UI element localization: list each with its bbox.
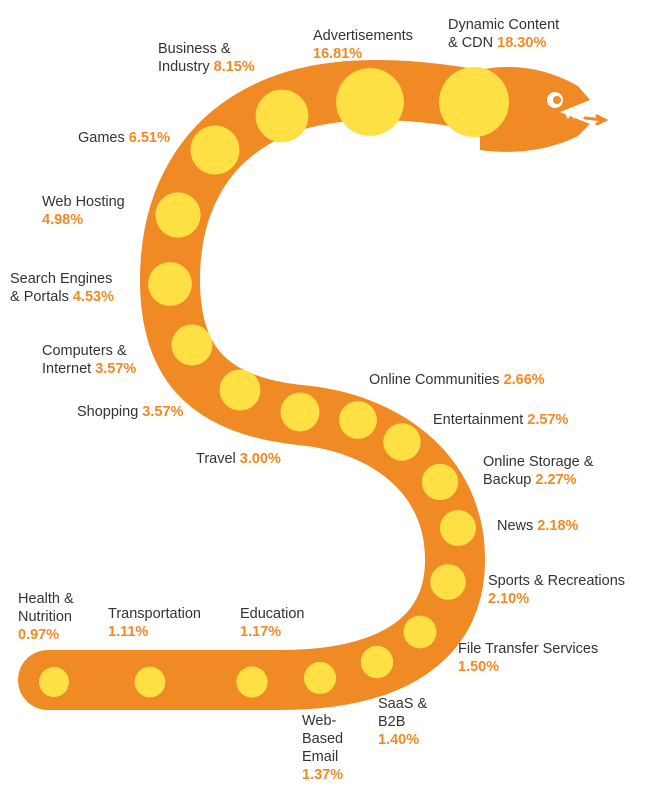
- label-value: 1.11%: [108, 624, 149, 640]
- bubble-shopping: [219, 369, 261, 411]
- snake-teeth: [564, 108, 578, 120]
- label-line: Entertainment 2.57%: [433, 412, 569, 428]
- label-value: 6.51%: [124, 130, 170, 146]
- label-web-based-email: Web- Based Email 1.37%: [302, 712, 343, 784]
- label-transportation: Transportation 1.11%: [108, 605, 201, 641]
- bubble-education: [236, 666, 268, 698]
- label-dynamic-content-cdn: Dynamic Content & CDN 18.30%: [448, 16, 559, 52]
- label-value: 1.37%: [302, 767, 344, 783]
- label-computers-internet: Computers & Internet 3.57%: [42, 342, 136, 378]
- bubble-online-storage-backup: [421, 463, 459, 501]
- label-line: Education: [240, 606, 305, 622]
- label-line: Advertisements: [313, 28, 413, 44]
- label-line: Sports & Recreations: [488, 573, 626, 589]
- snake-head: [480, 66, 590, 152]
- label-line: Email: [302, 749, 339, 765]
- label-line: & CDN 18.30%: [448, 35, 547, 51]
- label-value: 2.10%: [488, 591, 530, 607]
- label-line: Nutrition: [18, 609, 72, 625]
- label-line: Online Storage &: [483, 454, 594, 470]
- label-file-transfer-services: File Transfer Services 1.50%: [458, 640, 598, 676]
- label-search-engines-portals: Search Engines & Portals 4.53%: [10, 270, 114, 306]
- label-value: 16.81%: [313, 46, 363, 62]
- label-line: Internet 3.57%: [42, 361, 137, 377]
- label-line: Web Hosting: [42, 194, 125, 210]
- label-line: B2B: [378, 714, 406, 730]
- bubble-advertisements: [336, 68, 404, 136]
- label-value: 2.27%: [531, 472, 577, 488]
- bubble-games: [190, 125, 240, 175]
- bubble-business-industry: [255, 89, 309, 143]
- bubble-news: [440, 510, 476, 546]
- label-business-industry: Business & Industry 8.15%: [158, 40, 255, 76]
- label-value: 18.30%: [493, 35, 547, 51]
- label-line: Industry 8.15%: [158, 59, 255, 75]
- bubble-sports-recreations: [430, 564, 466, 600]
- label-value: 2.18%: [533, 518, 579, 534]
- label-value: 2.66%: [499, 372, 545, 388]
- label-line: Games 6.51%: [78, 130, 170, 146]
- label-line: Shopping 3.57%: [77, 404, 184, 420]
- label-value: 1.50%: [458, 659, 500, 675]
- label-education: Education 1.17%: [240, 605, 305, 641]
- bubble-health-nutrition: [39, 667, 69, 697]
- bubble-online-communities: [339, 401, 377, 439]
- label-sports-recreations: Sports & Recreations 2.10%: [488, 572, 625, 608]
- label-value: 1.17%: [240, 624, 282, 640]
- label-advertisements: Advertisements 16.81%: [313, 27, 413, 63]
- label-value: 8.15%: [209, 59, 255, 75]
- label-line: SaaS &: [378, 696, 428, 712]
- bubble-search-engines-portals: [148, 262, 192, 306]
- label-value: 3.00%: [235, 451, 281, 467]
- label-entertainment: Entertainment 2.57%: [433, 411, 568, 429]
- label-line: Online Communities 2.66%: [369, 372, 545, 388]
- label-line: Search Engines: [10, 271, 113, 287]
- label-value: 3.57%: [91, 361, 137, 377]
- label-value: 4.53%: [68, 289, 114, 305]
- bubble-travel: [280, 392, 320, 432]
- label-line: Computers &: [42, 343, 127, 359]
- value-bubbles: [39, 67, 509, 698]
- label-value: 1.40%: [378, 732, 420, 748]
- label-web-hosting: Web Hosting 4.98%: [42, 193, 125, 229]
- label-value: 0.97%: [18, 627, 60, 643]
- label-line: Travel 3.00%: [196, 451, 281, 467]
- label-saas-b2b: SaaS & B2B 1.40%: [378, 695, 427, 749]
- label-news: News 2.18%: [497, 517, 578, 535]
- label-line: File Transfer Services: [458, 641, 599, 657]
- label-value: 2.57%: [523, 412, 569, 428]
- label-line: Backup 2.27%: [483, 472, 577, 488]
- label-value: 4.98%: [42, 212, 84, 228]
- bubble-web-based-email: [303, 661, 337, 695]
- label-line: Web-: [302, 713, 337, 729]
- bubble-transportation: [134, 666, 166, 698]
- label-health-nutrition: Health & Nutrition 0.97%: [18, 590, 74, 644]
- bubble-file-transfer-services: [403, 615, 437, 649]
- label-games: Games 6.51%: [78, 129, 170, 147]
- bubble-dynamic-content-cdn: [439, 67, 509, 137]
- label-line: Based: [302, 731, 344, 747]
- snake-tongue: [583, 114, 609, 126]
- bubble-computers-internet: [171, 324, 213, 366]
- label-line: & Portals 4.53%: [10, 289, 114, 305]
- label-travel: Travel 3.00%: [196, 450, 281, 468]
- label-line: Dynamic Content: [448, 17, 560, 33]
- label-online-storage-backup: Online Storage & Backup 2.27%: [483, 453, 593, 489]
- label-line: Business &: [158, 41, 231, 57]
- label-line: Health &: [18, 591, 74, 607]
- label-line: News 2.18%: [497, 518, 579, 534]
- bubble-web-hosting: [155, 192, 201, 238]
- bubble-saas-b2b: [360, 645, 394, 679]
- label-value: 3.57%: [138, 404, 184, 420]
- label-online-communities: Online Communities 2.66%: [369, 371, 545, 389]
- bubble-entertainment: [383, 423, 421, 461]
- label-line: Transportation: [108, 606, 201, 622]
- snake-pupil: [553, 96, 561, 104]
- label-shopping: Shopping 3.57%: [77, 403, 183, 421]
